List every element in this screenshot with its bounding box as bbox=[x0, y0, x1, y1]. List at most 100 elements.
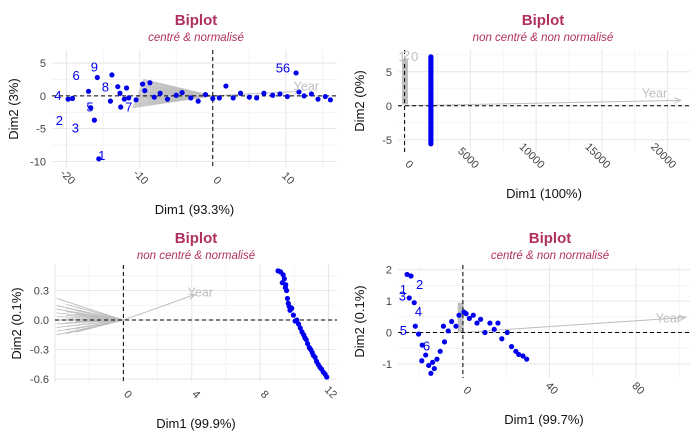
panel-title: Biplot bbox=[529, 230, 572, 247]
observation-label: 2 bbox=[403, 47, 410, 62]
year-arrow bbox=[404, 99, 681, 107]
y-tick-label: 0.0 bbox=[34, 315, 49, 327]
x-tick-label: 0 bbox=[121, 388, 134, 401]
observation-point bbox=[428, 54, 434, 60]
observation-point bbox=[315, 96, 321, 102]
observation-point bbox=[85, 88, 92, 94]
observation-point bbox=[487, 320, 493, 326]
y-axis-label: Dim2 (3%) bbox=[6, 78, 21, 139]
y-tick-label: 5 bbox=[386, 67, 392, 79]
observation-label: 2 bbox=[56, 113, 63, 128]
x-tick-label: 40 bbox=[543, 380, 560, 397]
y-tick-label: 0 bbox=[40, 91, 46, 103]
observation-point bbox=[223, 83, 229, 89]
observation-point bbox=[308, 91, 315, 97]
y-axis-label: Dim2 (0%) bbox=[352, 70, 367, 131]
x-tick-label: 0 bbox=[211, 174, 224, 187]
panel-subtitle: centré & non normalisé bbox=[491, 250, 609, 262]
observation-label: 5 bbox=[86, 100, 93, 115]
y-tick-label: 0 bbox=[386, 101, 392, 113]
observation-point bbox=[210, 95, 216, 102]
variable-arrow bbox=[56, 305, 124, 321]
observation-point bbox=[261, 90, 267, 96]
observation-point bbox=[147, 80, 153, 86]
observation-label: 9 bbox=[91, 60, 98, 75]
observation-point bbox=[324, 374, 330, 380]
observation-label: 3 bbox=[399, 288, 406, 303]
observation-point bbox=[284, 295, 291, 302]
panel-subtitle: centré & normalisé bbox=[148, 32, 244, 44]
observation-points bbox=[428, 54, 434, 147]
observation-point bbox=[419, 342, 425, 348]
observation-point bbox=[164, 96, 171, 102]
observation-point bbox=[246, 94, 252, 100]
observation-point bbox=[434, 356, 440, 362]
observation-label: 6 bbox=[423, 339, 430, 354]
observation-point bbox=[482, 329, 488, 336]
observation-point bbox=[428, 370, 434, 376]
y-tick-label: 1 bbox=[386, 296, 392, 308]
x-tick-label: 4 bbox=[190, 388, 203, 401]
grid bbox=[398, 265, 690, 378]
x-tick-label: 8 bbox=[258, 388, 271, 401]
observation-point bbox=[133, 97, 139, 103]
y-tick-label: -0.6 bbox=[30, 374, 49, 386]
observation-point bbox=[456, 312, 462, 318]
observation-point bbox=[516, 351, 522, 358]
variable-arrows bbox=[56, 293, 197, 336]
observation-point bbox=[107, 98, 114, 104]
observation-point bbox=[301, 93, 307, 99]
x-tick-label: 10 bbox=[279, 170, 296, 187]
observation-point bbox=[303, 337, 309, 343]
observation-point bbox=[290, 312, 297, 318]
observation-point bbox=[453, 323, 459, 329]
tick-labels: 0 5000 10000 15000 20000 -5 0 5 bbox=[382, 67, 678, 171]
observation-point bbox=[466, 315, 472, 321]
observation-point bbox=[499, 336, 505, 342]
observation-point bbox=[508, 344, 515, 350]
y-tick-label: -1 bbox=[382, 359, 392, 371]
panel-subtitle: non centré & normalisé bbox=[137, 250, 255, 262]
observation-point bbox=[406, 295, 412, 301]
y-tick-label: -5 bbox=[36, 124, 46, 136]
observation-point bbox=[237, 90, 244, 96]
observation-label: 8 bbox=[102, 79, 109, 94]
year-arrow bbox=[462, 316, 686, 333]
observation-point bbox=[284, 93, 290, 100]
x-tick-label: -20 bbox=[57, 167, 77, 187]
observation-point bbox=[426, 362, 432, 369]
year-arrow-head bbox=[188, 293, 197, 300]
variable-arrows bbox=[401, 59, 683, 107]
grid bbox=[398, 50, 690, 152]
observation-point bbox=[322, 93, 328, 100]
y-axis-label: Dim2 (0.1%) bbox=[352, 285, 367, 357]
observation-point bbox=[412, 323, 418, 329]
observation-point bbox=[118, 104, 124, 110]
observation-label: 3 bbox=[72, 121, 79, 136]
panel-title: Biplot bbox=[175, 230, 218, 247]
tick-labels: 0 4 8 12 -0.6 -0.3 0.0 0.3 bbox=[30, 286, 339, 402]
observation-point bbox=[277, 91, 283, 97]
observation-points bbox=[404, 271, 530, 376]
tick-labels: -20 -10 0 10 -10 -5 0 5 bbox=[30, 58, 296, 187]
x-tick-label: -10 bbox=[131, 167, 151, 187]
panel-title: Biplot bbox=[175, 12, 218, 29]
x-axis-label: Dim1 (99.9%) bbox=[156, 416, 235, 431]
observation-point bbox=[230, 95, 236, 101]
observation-point bbox=[478, 316, 484, 322]
observation-label: 0 bbox=[411, 49, 418, 64]
y-tick-label: 5 bbox=[40, 58, 46, 70]
variable-arrow bbox=[75, 319, 124, 330]
x-tick-label: 12 bbox=[322, 384, 339, 401]
observation-point bbox=[282, 285, 288, 291]
variable-arrow bbox=[132, 95, 213, 109]
observation-point bbox=[179, 90, 185, 96]
observation-point bbox=[281, 276, 287, 282]
observation-point bbox=[280, 272, 286, 278]
observation-point bbox=[173, 92, 179, 98]
variable-arrow-cluster bbox=[457, 302, 464, 333]
x-tick-label: 5000 bbox=[455, 145, 481, 171]
observation-label: 2 bbox=[416, 277, 423, 292]
y-tick-label: 2 bbox=[386, 265, 392, 277]
